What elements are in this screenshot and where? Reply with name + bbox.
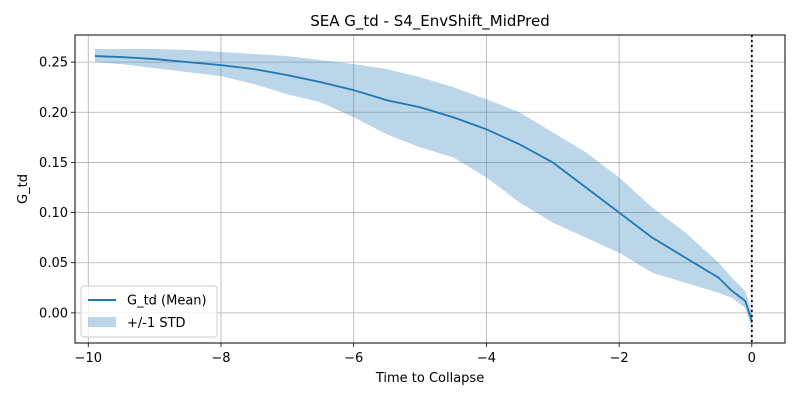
y-tick-label: 0.20 [39, 106, 68, 121]
chart-title: SEA G_td - S4_EnvShift_MidPred [310, 12, 550, 31]
legend-std-swatch [88, 317, 116, 327]
y-tick-label: 0.10 [39, 206, 68, 221]
x-tick-label: −4 [477, 351, 496, 366]
y-tick-label: 0.05 [39, 256, 68, 271]
y-tick-label: 0.00 [39, 306, 68, 321]
legend-frame [80, 285, 218, 338]
x-tick-label: 0 [748, 351, 756, 366]
legend-std-label: +/-1 STD [127, 316, 186, 331]
legend: G_td (Mean) +/-1 STD [80, 285, 218, 338]
x-axis-title: Time to Collapse [375, 371, 484, 386]
y-axis-title: G_td [16, 174, 31, 204]
std-band [94, 49, 752, 328]
mean-line [94, 55, 753, 322]
mean-line-layer [94, 55, 753, 322]
x-axis-ticks: −10 −8 −6 −4 −2 0 [75, 343, 756, 366]
plot-frame [74, 34, 786, 344]
std-band-layer [94, 49, 752, 328]
y-tick-label: 0.25 [39, 56, 68, 71]
x-tick-label: −8 [211, 351, 230, 366]
legend-mean-label: G_td (Mean) [127, 294, 207, 309]
x-tick-label: −10 [75, 351, 102, 366]
y-axis-ticks: 0.00 0.05 0.10 0.15 0.20 0.25 [39, 56, 75, 321]
y-tick-label: 0.15 [39, 156, 68, 171]
x-tick-label: −6 [344, 351, 363, 366]
x-tick-label: −2 [610, 351, 629, 366]
